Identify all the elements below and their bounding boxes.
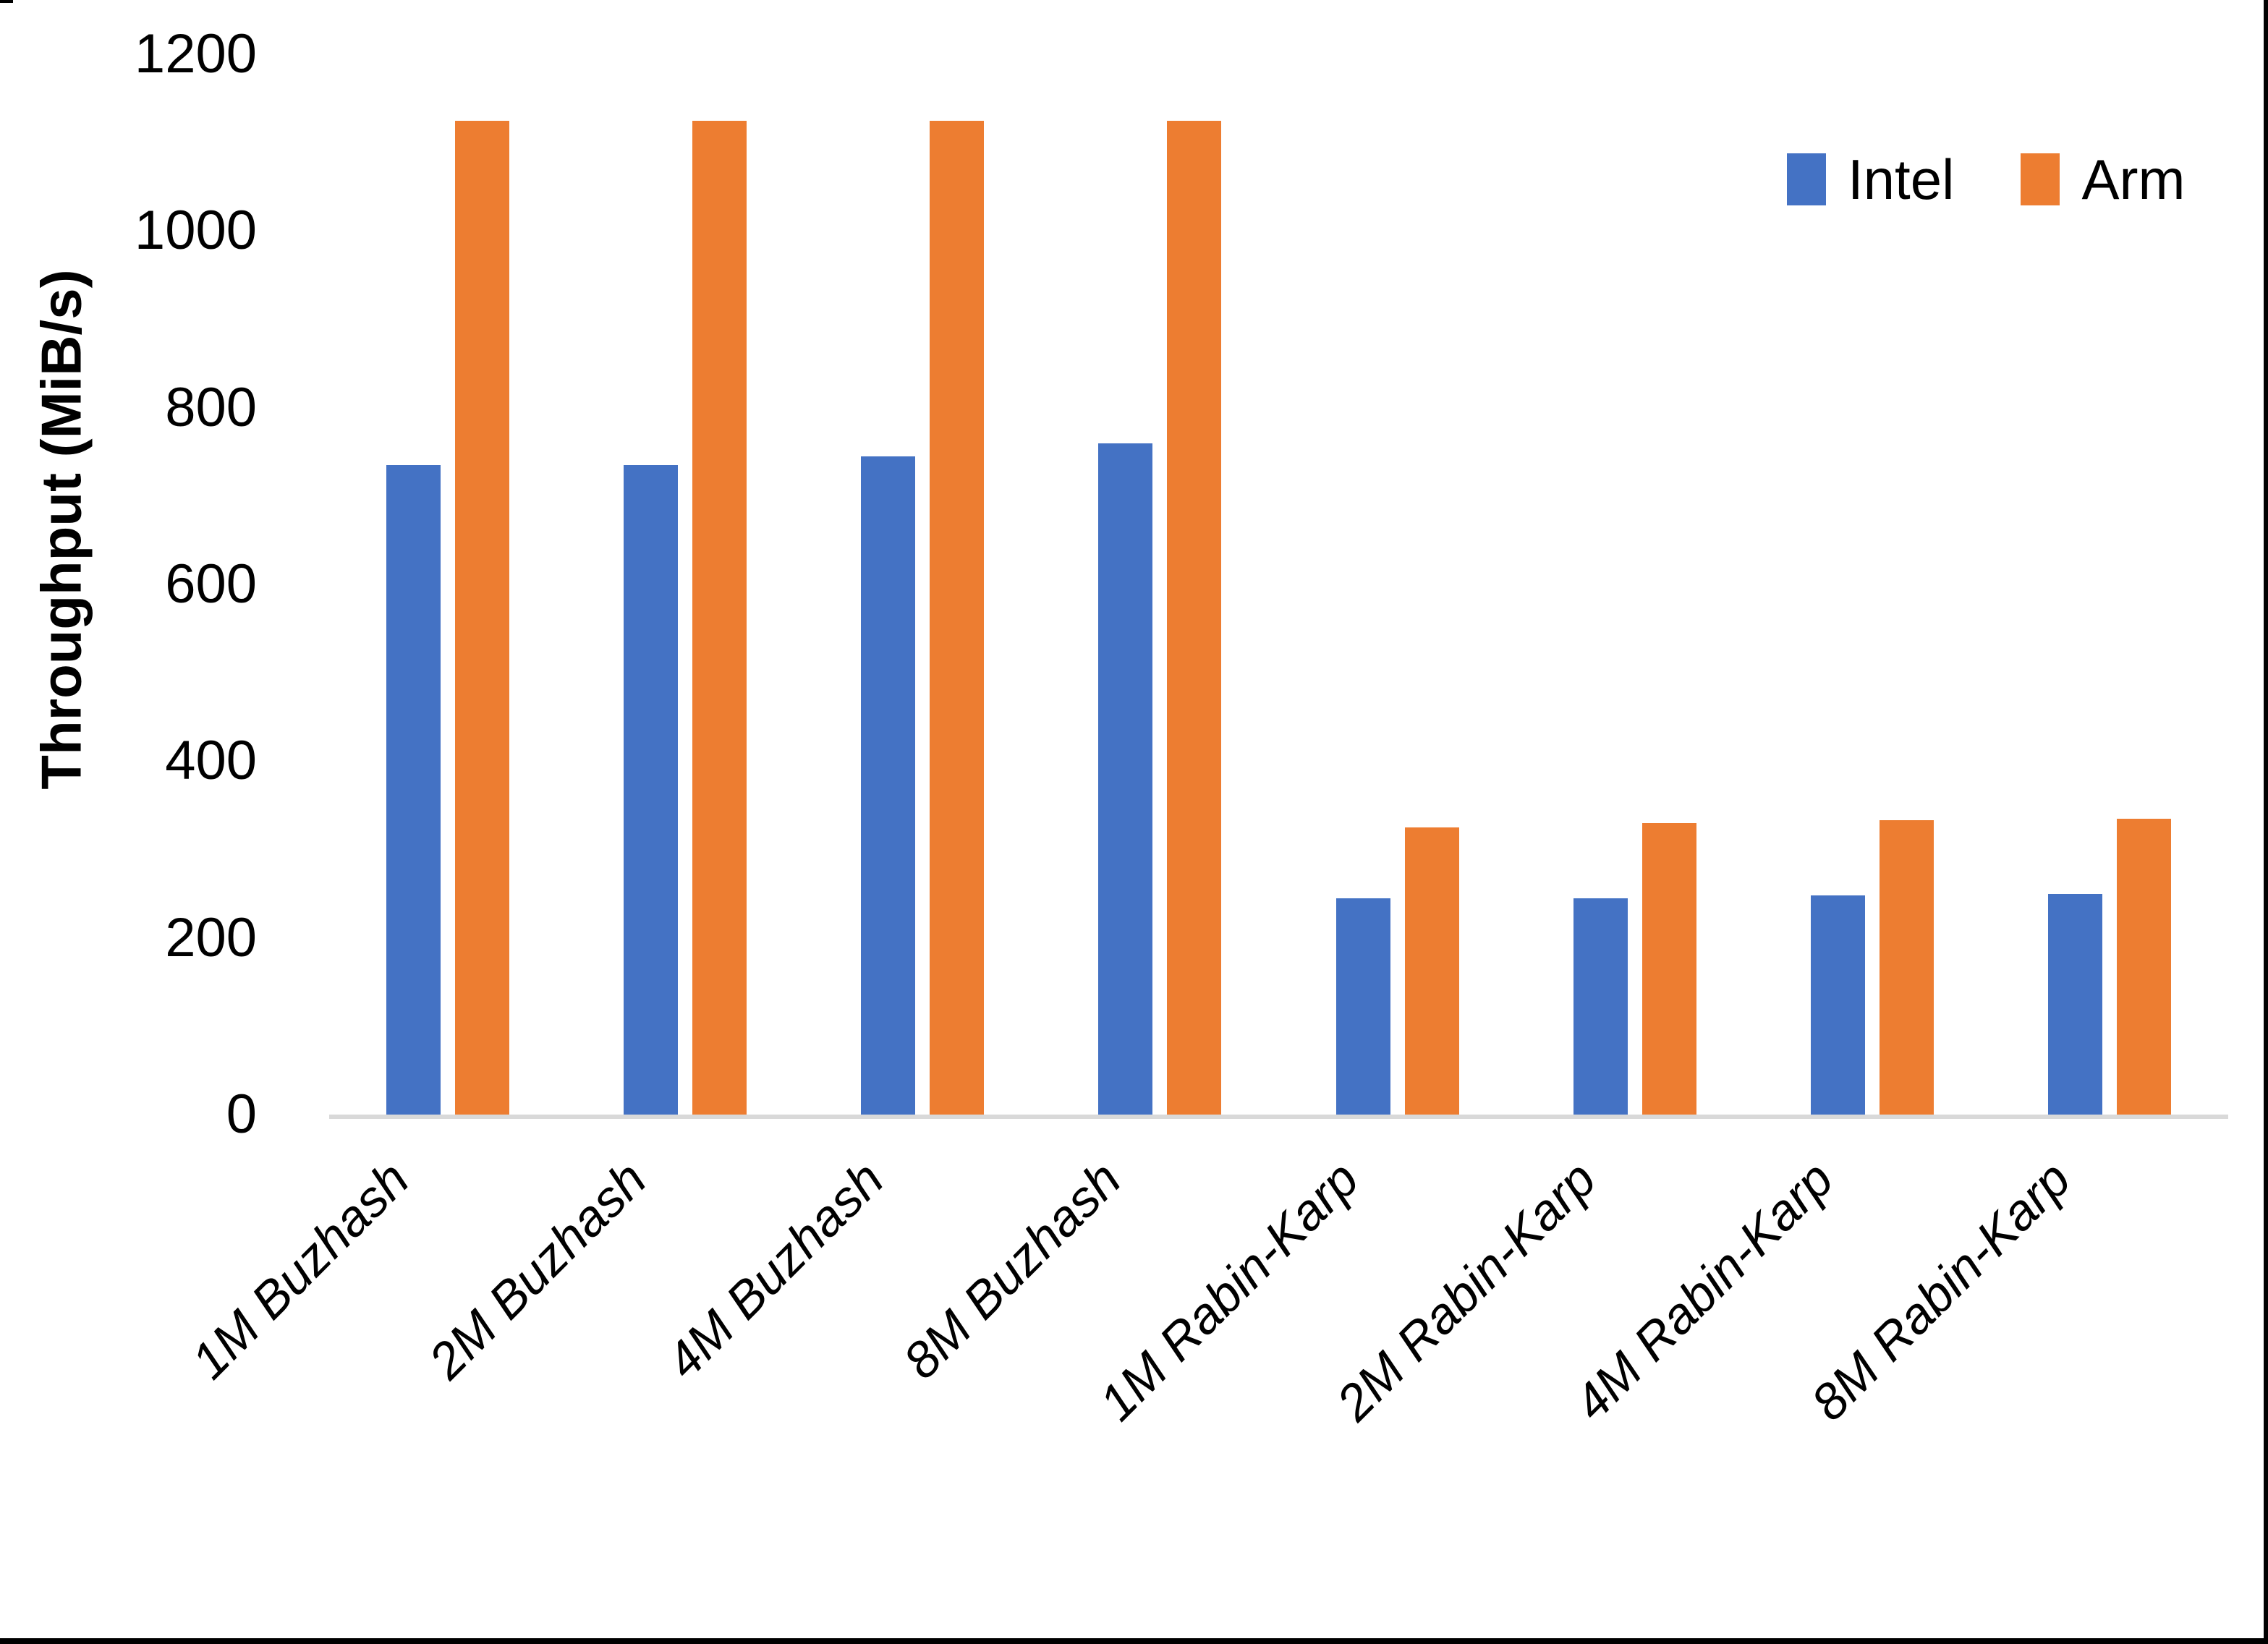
legend-item-intel: Intel: [1787, 147, 1954, 213]
bar-arm-2m-rabin-karp: [1641, 822, 1696, 1115]
bar-arm-2m-buzhash: [692, 120, 747, 1115]
bar-group-8m-buzhash: [1041, 54, 1278, 1115]
legend: Intel Arm: [1787, 147, 2185, 213]
bar-arm-1m-buzhash: [455, 120, 510, 1115]
plot-area: [329, 54, 2228, 1119]
bar-arm-4m-buzhash: [930, 120, 985, 1115]
legend-item-arm: Arm: [2021, 147, 2185, 213]
bar-arm-4m-rabin-karp: [1879, 820, 1934, 1115]
x-label-8m-buzhash: 8M Buzhash: [893, 1150, 1132, 1390]
bar-intel-2m-rabin-karp: [1573, 898, 1628, 1115]
page-edge-bottom: [0, 1638, 2268, 1644]
legend-label-arm: Arm: [2081, 147, 2186, 211]
x-label-4m-buzhash: 4M Buzhash: [655, 1150, 895, 1390]
bar-group-4m-rabin-karp: [1754, 54, 1991, 1115]
y-tick-label-1200: 1200: [134, 23, 257, 85]
y-tick-label-800: 800: [165, 376, 257, 438]
x-label-2m-buzhash: 2M Buzhash: [417, 1150, 658, 1390]
y-tick-label-1000: 1000: [134, 200, 257, 262]
legend-marker-intel: [1787, 153, 1826, 205]
bar-arm-8m-rabin-karp: [2116, 818, 2171, 1115]
bar-group-2m-buzhash: [566, 54, 804, 1115]
bar-intel-8m-rabin-karp: [2047, 893, 2102, 1115]
bar-group-1m-buzhash: [329, 54, 566, 1115]
bar-intel-8m-buzhash: [1098, 443, 1153, 1115]
y-axis-title: Throughput (MiB/s): [29, 269, 93, 790]
bar-intel-1m-buzhash: [386, 465, 441, 1115]
y-tick-label-400: 400: [165, 730, 257, 792]
bar-group-2m-rabin-karp: [1516, 54, 1754, 1115]
legend-marker-arm: [2021, 153, 2060, 205]
bar-intel-1m-rabin-karp: [1335, 898, 1390, 1115]
legend-label-intel: Intel: [1848, 147, 1955, 211]
bar-intel-2m-buzhash: [624, 465, 679, 1115]
bar-intel-4m-buzhash: [861, 456, 916, 1115]
bar-arm-8m-buzhash: [1167, 120, 1222, 1115]
bar-group-1m-rabin-karp: [1279, 54, 1516, 1115]
y-tick-label-200: 200: [165, 906, 257, 968]
bar-arm-1m-rabin-karp: [1404, 827, 1459, 1115]
y-tick-label-600: 600: [165, 553, 257, 615]
y-tick-label-0: 0: [226, 1083, 257, 1145]
bar-group-8m-rabin-karp: [1991, 54, 2228, 1115]
bar-group-4m-buzhash: [804, 54, 1041, 1115]
x-label-1m-buzhash: 1M Buzhash: [180, 1150, 420, 1390]
page-edge-right: [2264, 0, 2268, 1644]
bar-intel-4m-rabin-karp: [1810, 895, 1865, 1115]
page-edge-top-left: [0, 0, 13, 3]
